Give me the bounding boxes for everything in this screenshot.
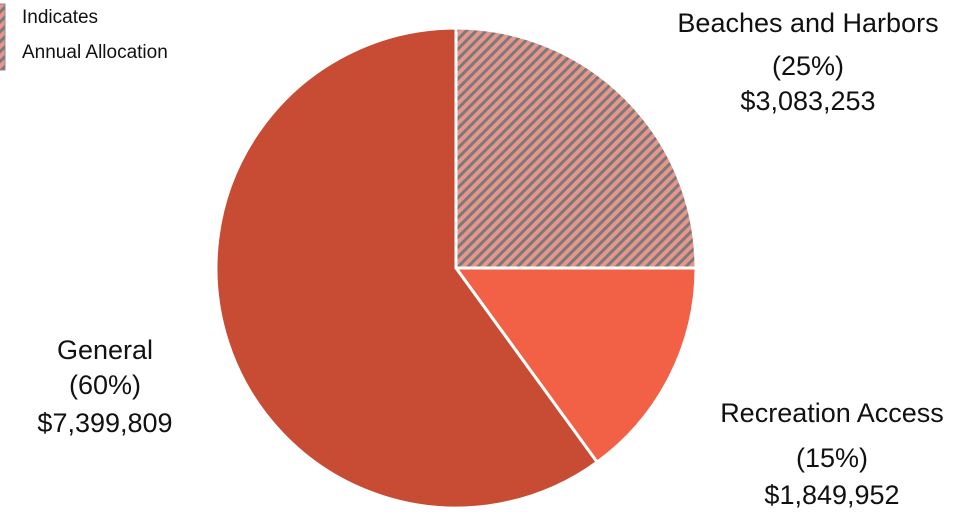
legend-swatch xyxy=(0,3,6,71)
legend-text: Indicates xyxy=(22,7,98,28)
slice-label: Beaches and Harbors xyxy=(677,8,938,38)
pie-slice xyxy=(454,26,698,270)
slice-percent: (60%) xyxy=(69,370,141,400)
slice-percent: (25%) xyxy=(772,51,844,81)
slice-amount: $1,849,952 xyxy=(764,480,899,510)
pie-slice xyxy=(453,266,698,465)
slice-label: Recreation Access xyxy=(720,398,944,428)
pie-slice xyxy=(214,26,600,510)
slice-label: General xyxy=(57,335,153,365)
legend-text: Annual Allocation xyxy=(22,42,168,63)
slice-amount: $3,083,253 xyxy=(740,86,875,116)
slice-amount: $7,399,809 xyxy=(37,408,172,438)
slice-percent: (15%) xyxy=(796,443,868,473)
